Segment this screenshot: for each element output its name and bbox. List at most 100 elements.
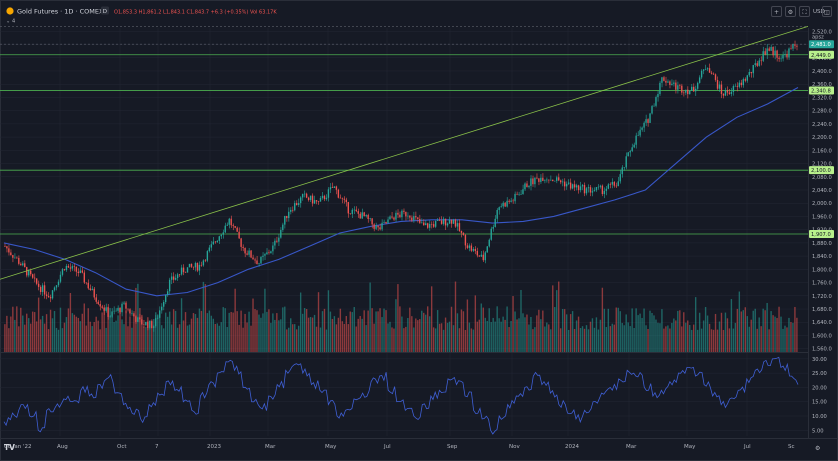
candle-body: [222, 232, 224, 235]
add-button[interactable]: +: [771, 6, 782, 17]
candle-body: [423, 222, 425, 226]
volume-bar: [303, 308, 306, 352]
candle-body: [365, 214, 367, 217]
horizontal-levels[interactable]: [0, 54, 808, 235]
volume-bar: [488, 308, 490, 352]
volume-bar: [712, 329, 715, 352]
timeframe-icon[interactable]: D: [103, 9, 107, 15]
volume-bar: [750, 319, 752, 352]
volume-bar: [375, 311, 377, 352]
candle-body: [284, 215, 286, 225]
fullscreen-icon[interactable]: ⛶: [799, 6, 810, 17]
price-axis[interactable]: 2,520.02,480.02,440.02,400.02,360.02,320…: [808, 28, 835, 438]
price-tick-label: 1,640.0: [812, 320, 832, 326]
candle-body: [236, 227, 238, 232]
candle-body: [472, 248, 475, 251]
price-tick-label: 1,760.0: [812, 281, 832, 287]
candle-body: [655, 97, 657, 106]
candle-body: [683, 92, 685, 94]
volume-bar: [530, 316, 532, 352]
volume-bar: [192, 313, 195, 352]
volume-bar: [339, 308, 342, 352]
candle-body: [216, 240, 218, 243]
candle-body: [567, 182, 570, 184]
volume-bar: [484, 317, 486, 352]
volume-bar: [502, 316, 504, 352]
volume-bar: [466, 299, 469, 352]
volume-bar: [180, 298, 183, 352]
volume-bar: [462, 311, 465, 352]
candle-body: [669, 81, 671, 85]
volume-bar: [26, 313, 28, 352]
candle-body: [675, 82, 677, 90]
candle-body: [24, 263, 26, 268]
candle-body: [135, 316, 137, 322]
volume-bar: [637, 315, 639, 352]
volume-bar: [101, 312, 103, 352]
candle-body: [786, 54, 788, 58]
volume-bar: [591, 318, 594, 352]
candle-body: [760, 60, 762, 62]
candle-body: [710, 72, 713, 74]
volume-bar: [440, 323, 443, 352]
volume-bar: [61, 328, 64, 352]
volume-bar: [355, 326, 357, 352]
currency-label[interactable]: USD: [813, 9, 825, 15]
volume-bar: [454, 281, 457, 352]
symbol-title[interactable]: Gold Futures · 1D · COMEX: [17, 8, 104, 16]
volume-bar: [423, 312, 425, 352]
candle-body: [272, 245, 274, 252]
candle-body: [456, 223, 459, 227]
volume-bar: [427, 306, 429, 352]
volume-bar: [772, 315, 774, 352]
volume-bar: [587, 329, 590, 352]
gold-symbol-icon: [6, 7, 14, 15]
volume-bar: [681, 326, 683, 352]
candle-body: [530, 178, 532, 186]
candle-body: [627, 152, 629, 157]
candle-body: [569, 182, 572, 189]
volume-bar: [728, 328, 731, 352]
tradingview-logo[interactable]: TV: [4, 443, 15, 452]
camera-icon[interactable]: ◫: [822, 6, 832, 17]
candle-body: [355, 209, 357, 212]
candle-body: [103, 307, 105, 311]
volume-bar: [720, 312, 723, 352]
candle-body: [633, 144, 635, 148]
time-axis[interactable]: 06 Jan '22 Aug Oct 7 2023 Mar May Jul Sep Nov 2024…: [0, 438, 838, 451]
chart-settings-icon[interactable]: ⚙: [815, 445, 820, 452]
volume-bar: [290, 318, 292, 352]
price-axis-top-label: apsz: [812, 34, 824, 40]
volume-bar: [413, 327, 415, 352]
candle-body: [57, 281, 60, 286]
volume-bar: [700, 328, 703, 352]
volume-bar: [258, 314, 260, 352]
candle-body: [325, 197, 328, 200]
candle-body: [583, 185, 586, 194]
volume-bar: [244, 313, 246, 352]
indicator-tick-label: 15.00: [812, 400, 827, 406]
volume-bar: [228, 312, 230, 352]
candle-body: [438, 220, 441, 221]
volume-bar: [10, 316, 12, 352]
candle-body: [728, 92, 731, 94]
volume-bar: [41, 315, 44, 352]
volume-bar: [407, 318, 409, 352]
candle-body: [667, 81, 669, 83]
volume-bar: [601, 287, 604, 352]
volume-bar: [105, 327, 107, 352]
volume-bar: [313, 314, 316, 352]
candle-body: [466, 245, 469, 248]
candle-body: [464, 234, 467, 246]
volume-bar: [168, 311, 171, 352]
time-tick-label: Sc: [788, 444, 795, 450]
candle-body: [641, 127, 643, 130]
candle-body: [619, 174, 621, 182]
legend-toggle-icon[interactable]: ⌄: [6, 19, 10, 25]
volume-bar: [583, 328, 586, 352]
price-tick-label: 1,960.0: [812, 214, 832, 220]
indicator-axis[interactable]: 30.00 25.00 20.00 15.00 10.00 5.00: [812, 357, 827, 434]
settings-icon[interactable]: ⚙: [785, 6, 796, 17]
trend-line[interactable]: [0, 25, 809, 280]
